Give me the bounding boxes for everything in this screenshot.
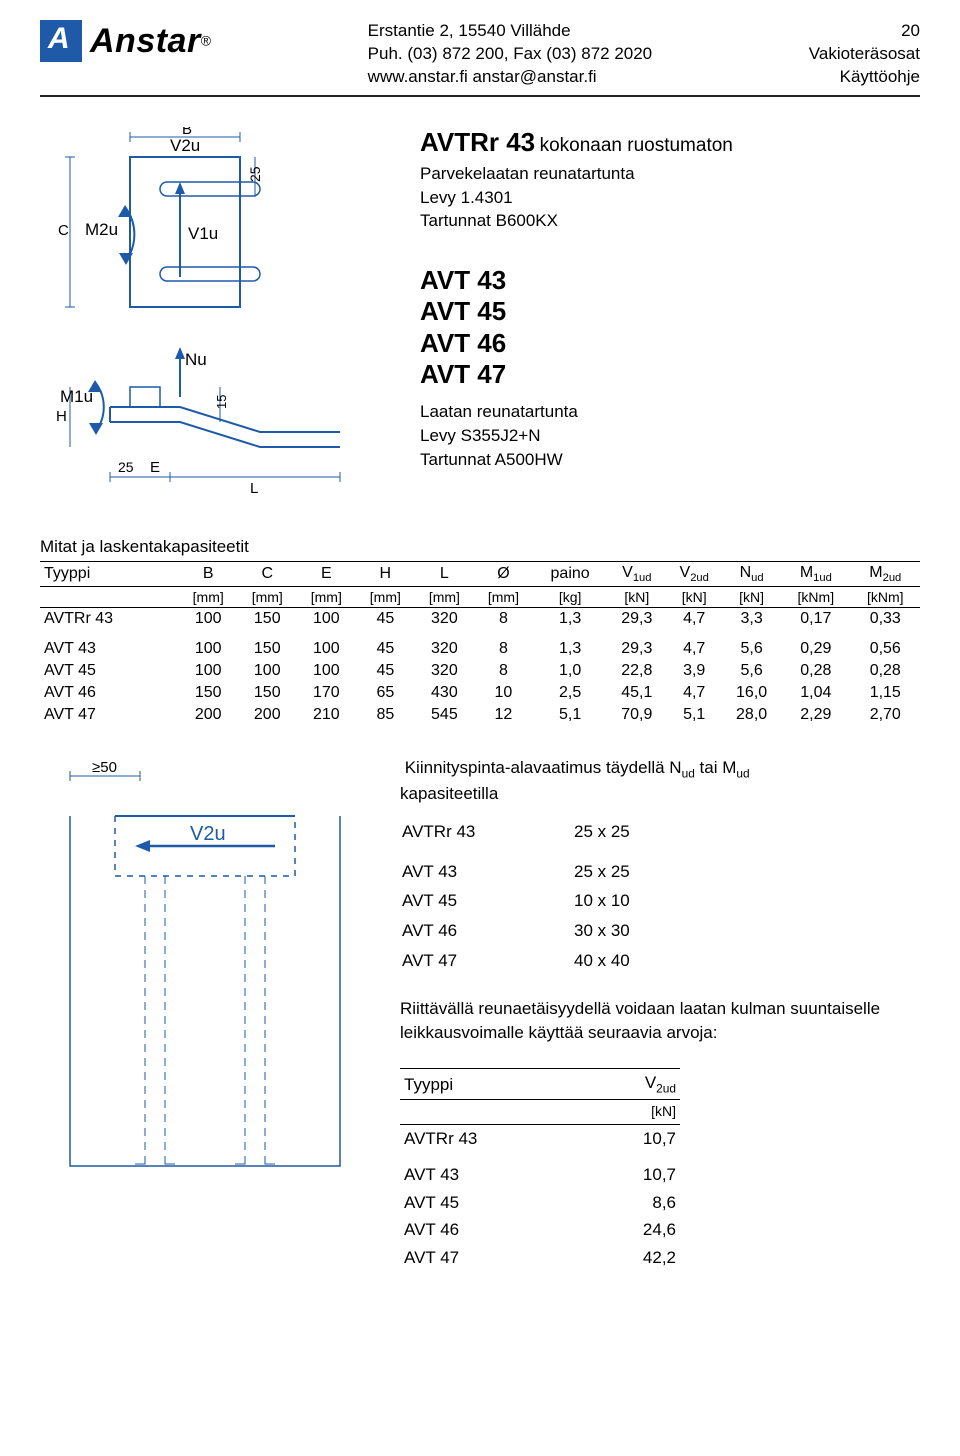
label-v2u-lower: V2u	[190, 823, 226, 845]
page-number: 20	[809, 20, 920, 43]
v2-block: TyyppiV2ud [kN] AVTRr 4310,7 AVT 4310,7 …	[400, 1068, 920, 1272]
table-row: AVT 46150150 17065430 102,545,1 4,716,01…	[40, 682, 920, 704]
table-body: AVTRr 43100150 10045320 81,329,3 4,73,30…	[40, 608, 920, 727]
desc2-line3: Tartunnat A500HW	[420, 448, 920, 472]
address-line2: Puh. (03) 872 200, Fax (03) 872 2020	[368, 43, 652, 66]
desc2-line1: Laatan reunatartunta	[420, 400, 920, 424]
product-title-sub: kokonaan ruostumaton	[540, 135, 733, 156]
table-row: AVTRr 4325 x 25	[402, 818, 630, 846]
logo-mark-icon	[40, 20, 82, 62]
avt-list: AVT 43 AVT 45 AVT 46 AVT 47	[420, 265, 920, 390]
table-row: AVTRr 43100150 10045320 81,329,3 4,73,30…	[40, 608, 920, 631]
doc-line1: Vakioteräsosat	[809, 43, 920, 66]
diagram-column: V2u B C M2u V1u 25	[40, 127, 380, 507]
main-table: TyyppiBC EHL Øpaino V1udV2udNudM1udM2ud …	[40, 561, 920, 726]
logo-text: Anstar®	[90, 22, 211, 61]
label-nu: Nu	[185, 350, 207, 369]
table-row: AVT 458,6	[400, 1189, 680, 1217]
table-row: AVT 45100100 10045320 81,022,8 3,95,60,2…	[40, 660, 920, 682]
label-25: 25	[247, 166, 263, 182]
table-row: AVT 4624,6	[400, 1216, 680, 1244]
desc1-line3: Tartunnat B600KX	[420, 209, 920, 233]
table-row: AVT 43100150 10045320 81,329,3 4,75,60,2…	[40, 630, 920, 660]
table-caption: Mitat ja laskentakapasiteetit	[40, 537, 920, 557]
main-table-section: Mitat ja laskentakapasiteetit TyyppiBC E…	[40, 537, 920, 726]
product-title: AVTRr 43	[420, 127, 535, 157]
table-header-row: TyyppiV2ud	[400, 1069, 680, 1100]
desc1-text: Parvekelaatan reunatartunta Levy 1.4301 …	[420, 162, 920, 233]
v2-table: TyyppiV2ud [kN] AVTRr 4310,7 AVT 4310,7 …	[400, 1068, 680, 1272]
table-row: AVTRr 4310,7	[400, 1125, 680, 1153]
table-row: AVT 4325 x 25	[402, 848, 630, 886]
diagram-side: 25 Nu M1u H E L 15	[40, 327, 360, 507]
label-e: E	[150, 459, 160, 476]
table-row: AVT 4742,2	[400, 1244, 680, 1272]
lower-description: Kiinnityspinta-alavaatimus täydellä Nud …	[400, 756, 920, 1272]
table-row: AVT 4310,7	[400, 1153, 680, 1189]
label-m2u: M2u	[85, 220, 118, 239]
table-row: AVT 4510 x 10	[402, 887, 630, 915]
label-c: C	[58, 222, 69, 239]
kap-table: AVTRr 4325 x 25 AVT 4325 x 25 AVT 4510 x…	[400, 816, 632, 977]
label-m1u: M1u	[60, 387, 93, 406]
label-v2u: V2u	[170, 136, 200, 155]
desc1-line2: Levy 1.4301	[420, 186, 920, 210]
doc-line2: Käyttöohje	[809, 66, 920, 89]
desc-block-1: AVTRr 43 kokonaan ruostumaton Parvekelaa…	[420, 127, 920, 233]
table-header-row: TyyppiBC EHL Øpaino V1udV2udNudM1udM2ud	[40, 561, 920, 586]
upper-section: V2u B C M2u V1u 25	[40, 127, 920, 507]
kap-intro: Kiinnityspinta-alavaatimus täydellä Nud …	[400, 756, 920, 806]
avt-item: AVT 45	[420, 296, 920, 327]
diagram-top: V2u B C M2u V1u 25	[40, 127, 360, 327]
table-row: AVT 4630 x 30	[402, 917, 630, 945]
address-line3: www.anstar.fi anstar@anstar.fi	[368, 66, 652, 89]
desc1-line1: Parvekelaatan reunatartunta	[420, 162, 920, 186]
diagram-footprint: ≥50 V2u	[40, 756, 350, 1176]
desc2-line2: Levy S355J2+N	[420, 424, 920, 448]
table-units-row: [mm][mm] [mm][mm][mm] [mm][kg][kN] [kN][…	[40, 587, 920, 608]
description-column: AVTRr 43 kokonaan ruostumaton Parvekelaa…	[420, 127, 920, 507]
label-v1u: V1u	[188, 224, 218, 243]
lower-diagram: ≥50 V2u	[40, 756, 360, 1272]
desc2-text: Laatan reunatartunta Levy S355J2+N Tartu…	[420, 400, 920, 471]
label-b: B	[182, 127, 192, 138]
lower-section: ≥50 V2u Kiinnityspinta-alavaatimus täyde…	[40, 756, 920, 1272]
table-units-row: [kN]	[400, 1100, 680, 1125]
address-line1: Erstantie 2, 15540 Villähde	[368, 20, 652, 43]
label-50: ≥50	[92, 759, 117, 776]
label-h: H	[56, 408, 67, 425]
label-bottom25: 25	[118, 459, 134, 475]
label-l: L	[250, 480, 258, 497]
avt-item: AVT 46	[420, 328, 920, 359]
label-15: 15	[214, 394, 229, 408]
header-right: 20 Vakioteräsosat Käyttöohje	[809, 20, 920, 89]
edge-text: Riittävällä reunaetäisyydellä voidaan la…	[400, 997, 920, 1045]
avt-item: AVT 47	[420, 359, 920, 390]
page-header: Anstar® Erstantie 2, 15540 Villähde Puh.…	[40, 20, 920, 97]
table-row: AVT 47200200 21085545 125,170,9 5,128,02…	[40, 704, 920, 726]
logo-block: Anstar®	[40, 20, 211, 62]
avt-item: AVT 43	[420, 265, 920, 296]
header-address: Erstantie 2, 15540 Villähde Puh. (03) 87…	[368, 20, 652, 89]
table-row: AVT 4740 x 40	[402, 947, 630, 975]
